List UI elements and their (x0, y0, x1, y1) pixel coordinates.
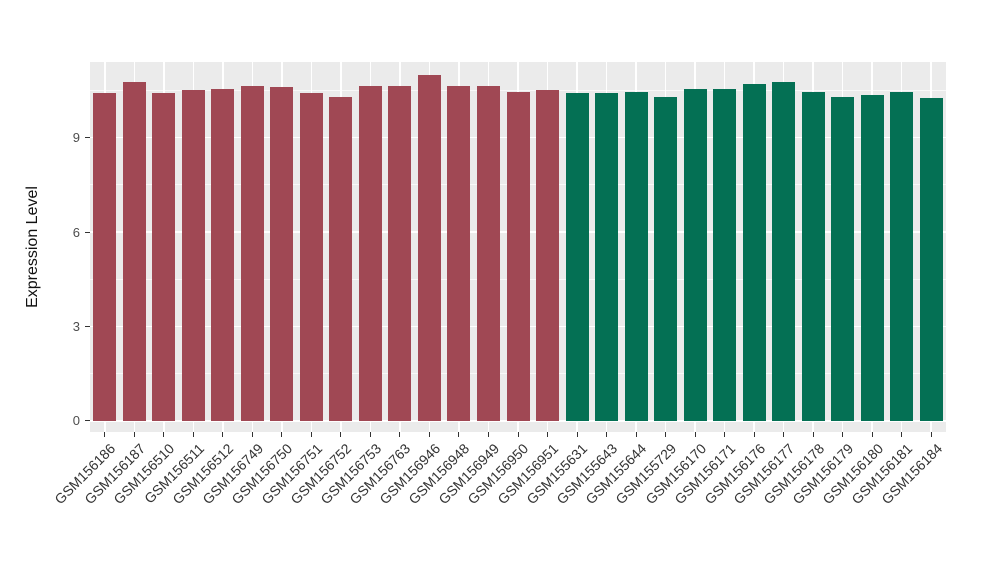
y-tick-label: 0 (72, 413, 80, 429)
x-axis-tick (487, 432, 489, 437)
bar-GSM156171 (713, 88, 736, 421)
x-axis-tick (665, 432, 667, 437)
x-axis-tick (399, 432, 401, 437)
x-axis-tick (724, 432, 726, 437)
x-axis-tick (133, 432, 135, 437)
x-axis-tick (871, 432, 873, 437)
bar-GSM156950 (507, 91, 530, 421)
bar-GSM156184 (920, 98, 943, 421)
x-axis-tick (547, 432, 549, 437)
bar-GSM155729 (654, 96, 677, 421)
bar-GSM156179 (831, 96, 854, 421)
bar-GSM156946 (418, 74, 441, 421)
x-axis-tick (901, 432, 903, 437)
x-axis-tick (428, 432, 430, 437)
bar-GSM156181 (890, 91, 913, 421)
bar-GSM156510 (152, 93, 175, 421)
bar-GSM155644 (625, 91, 648, 421)
x-axis-tick (281, 432, 283, 437)
bar-GSM156177 (772, 82, 795, 421)
x-axis-tick (163, 432, 165, 437)
bar-GSM155643 (595, 93, 618, 421)
x-axis-tick (753, 432, 755, 437)
bar-GSM156951 (536, 90, 559, 421)
y-axis-tick (85, 231, 90, 233)
bar-GSM156948 (447, 85, 470, 421)
y-axis-tick (85, 137, 90, 139)
x-axis-tick (251, 432, 253, 437)
bar-GSM156753 (359, 85, 382, 421)
y-tick-label: 3 (72, 319, 80, 334)
bar-GSM156178 (802, 91, 825, 421)
x-axis-tick (694, 432, 696, 437)
x-axis-tick (340, 432, 342, 437)
bar-GSM156187 (123, 82, 146, 421)
bar-GSM156751 (300, 93, 323, 421)
x-axis-tick (576, 432, 578, 437)
x-axis-tick (458, 432, 460, 437)
bar-GSM156186 (93, 93, 116, 421)
x-axis-tick (517, 432, 519, 437)
y-axis-tick (85, 420, 90, 422)
x-axis-tick (310, 432, 312, 437)
y-axis-tick (85, 326, 90, 327)
x-axis-tick (192, 432, 194, 437)
y-axis-title: Expression Level (24, 186, 41, 308)
x-axis-tick (104, 432, 106, 437)
bar-GSM156176 (743, 84, 766, 421)
x-axis-tick (842, 432, 844, 437)
x-axis-tick (930, 432, 932, 437)
y-tick-label: 6 (72, 224, 80, 240)
bar-GSM156180 (861, 95, 884, 421)
bar-GSM156170 (684, 88, 707, 421)
x-axis-tick (635, 432, 637, 437)
x-axis-tick (369, 432, 371, 437)
bar-GSM156512 (211, 88, 234, 421)
bar-GSM156752 (329, 96, 352, 421)
x-axis-tick (222, 432, 224, 437)
bar-GSM156750 (270, 87, 293, 421)
y-tick-label: 9 (72, 130, 80, 146)
plot-panel (90, 62, 946, 432)
bar-GSM156511 (182, 90, 205, 421)
x-axis-tick (606, 432, 608, 437)
bar-GSM155631 (566, 93, 589, 421)
bar-GSM156763 (388, 85, 411, 421)
x-axis-tick (812, 432, 814, 437)
x-axis-tick (783, 432, 785, 437)
bar-GSM156749 (241, 85, 264, 421)
bar-GSM156949 (477, 85, 500, 421)
